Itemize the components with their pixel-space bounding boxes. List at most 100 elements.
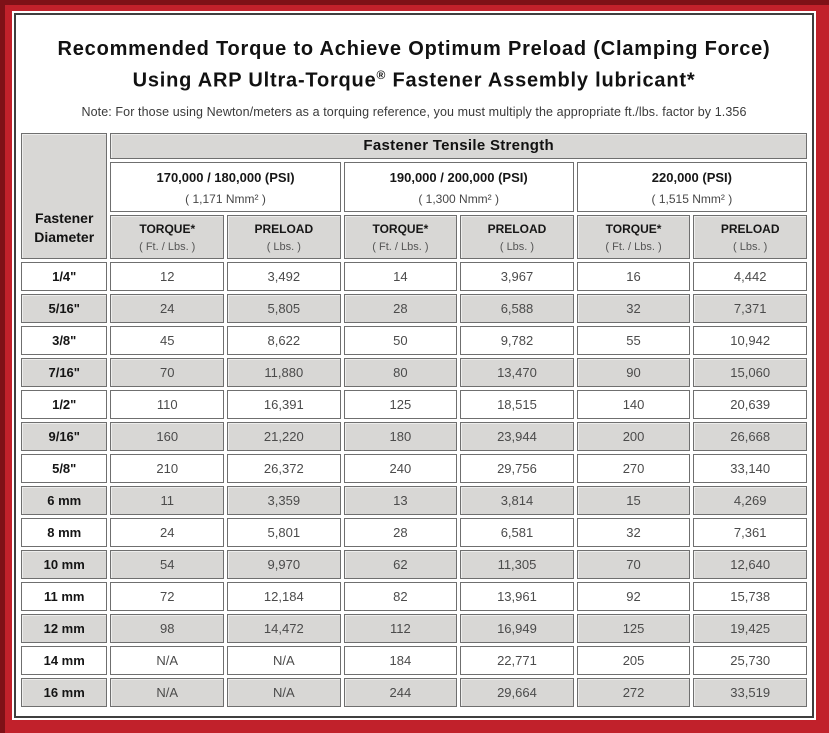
- value-cell: 70: [110, 357, 225, 387]
- torque-table-body: 1/4" 12 3,492 14 3,967 16 4,442 5/16" 24 5,805 28 6…: [21, 261, 807, 707]
- frame-bevel-top: [0, 0, 829, 5]
- torque-label: TORQUE*: [372, 221, 429, 236]
- value-cell: 12,184: [227, 581, 341, 611]
- diameter-cell: 5/16": [21, 293, 108, 323]
- torque-unit-label: ( Ft. / Lbs. ): [139, 240, 196, 253]
- value-cell: 240: [343, 453, 458, 483]
- value-cell: 32: [576, 293, 691, 323]
- preload-column-header: PRELOAD ( Lbs. ): [693, 214, 807, 259]
- value-cell: N/A: [110, 645, 225, 675]
- value-cell: 5,801: [227, 517, 341, 547]
- torque-label: TORQUE*: [139, 221, 196, 236]
- value-cell: N/A: [110, 677, 225, 707]
- table-row: 1/2" 110 16,391 125 18,515 140 20,639: [21, 389, 807, 419]
- value-cell: 4,269: [693, 485, 807, 515]
- value-cell: 13: [343, 485, 458, 515]
- tensile-strength-header: Fastener Tensile Strength: [110, 132, 807, 159]
- value-cell: 32: [576, 517, 691, 547]
- title-line2-prefix: Using ARP Ultra-Torque: [132, 69, 377, 92]
- diameter-cell: 14 mm: [21, 645, 108, 675]
- value-cell: 29,756: [460, 453, 574, 483]
- table-row: 8 mm 24 5,801 28 6,581 32 7,361: [21, 517, 807, 547]
- registered-trademark-mark: ®: [376, 68, 387, 82]
- value-cell: 33,519: [693, 677, 807, 707]
- value-cell: 92: [576, 581, 691, 611]
- value-cell: 33,140: [693, 453, 807, 483]
- psi-group-header-220: 220,000 (PSI) ( 1,515 Nmm² ): [576, 161, 807, 212]
- value-cell: 11: [110, 485, 225, 515]
- torque-unit-label: ( Ft. / Lbs. ): [372, 240, 429, 253]
- value-cell: 5,805: [227, 293, 341, 323]
- value-cell: 15,060: [693, 357, 807, 387]
- diameter-cell: 1/2": [21, 389, 108, 419]
- value-cell: 62: [343, 549, 458, 579]
- torque-column-header: TORQUE* ( Ft. / Lbs. ): [576, 214, 691, 259]
- value-cell: 11,305: [460, 549, 574, 579]
- diameter-cell: 3/8": [21, 325, 108, 355]
- value-cell: 14: [343, 261, 458, 291]
- value-cell: N/A: [227, 677, 341, 707]
- preload-unit-label: ( Lbs. ): [499, 240, 535, 253]
- diameter-cell: 12 mm: [21, 613, 108, 643]
- value-cell: 54: [110, 549, 225, 579]
- value-cell: 6,581: [460, 517, 574, 547]
- value-cell: 23,944: [460, 421, 574, 451]
- diameter-cell: 5/8": [21, 453, 108, 483]
- fastener-diameter-header-line1: Fastener: [35, 209, 94, 226]
- nmm-rating-label: ( 1,171 Nmm² ): [185, 192, 266, 207]
- value-cell: 3,492: [227, 261, 341, 291]
- value-cell: 244: [343, 677, 458, 707]
- diameter-cell: 1/4": [21, 261, 108, 291]
- page-title-line2: Using ARP Ultra-Torque® Fastener Assembl…: [16, 62, 812, 94]
- value-cell: 16,391: [227, 389, 341, 419]
- value-cell: 90: [576, 357, 691, 387]
- value-cell: N/A: [227, 645, 341, 675]
- value-cell: 10,942: [693, 325, 807, 355]
- value-cell: 16: [576, 261, 691, 291]
- table-row: 5/16" 24 5,805 28 6,588 32 7,371: [21, 293, 807, 323]
- diameter-cell: 16 mm: [21, 677, 108, 707]
- value-cell: 7,371: [693, 293, 807, 323]
- psi-rating-label: 170,000 / 180,000 (PSI): [156, 170, 295, 186]
- value-cell: 24: [110, 293, 225, 323]
- value-cell: 70: [576, 549, 691, 579]
- value-cell: 9,970: [227, 549, 341, 579]
- frame-bevel-left: [0, 0, 5, 733]
- value-cell: 4,442: [693, 261, 807, 291]
- value-cell: 15,738: [693, 581, 807, 611]
- header-row-psi: 170,000 / 180,000 (PSI) ( 1,171 Nmm² ) 1…: [21, 161, 807, 212]
- value-cell: 160: [110, 421, 225, 451]
- value-cell: 26,372: [227, 453, 341, 483]
- table-row: 7/16" 70 11,880 80 13,470 90 15,060: [21, 357, 807, 387]
- value-cell: 205: [576, 645, 691, 675]
- value-cell: 200: [576, 421, 691, 451]
- torque-column-header: TORQUE* ( Ft. / Lbs. ): [110, 214, 225, 259]
- preload-label: PRELOAD: [720, 221, 780, 236]
- value-cell: 55: [576, 325, 691, 355]
- table-row: 9/16" 160 21,220 180 23,944 200 26,668: [21, 421, 807, 451]
- value-cell: 72: [110, 581, 225, 611]
- preload-unit-label: ( Lbs. ): [266, 240, 301, 253]
- preload-label: PRELOAD: [254, 221, 314, 236]
- psi-group-header-170-180: 170,000 / 180,000 (PSI) ( 1,171 Nmm² ): [110, 161, 341, 212]
- value-cell: 45: [110, 325, 225, 355]
- table-row: 10 mm 54 9,970 62 11,305 70 12,640: [21, 549, 807, 579]
- diameter-cell: 11 mm: [21, 581, 108, 611]
- value-cell: 80: [343, 357, 458, 387]
- value-cell: 13,470: [460, 357, 574, 387]
- value-cell: 21,220: [227, 421, 341, 451]
- torque-label: TORQUE*: [605, 221, 662, 236]
- preload-column-header: PRELOAD ( Lbs. ): [227, 214, 341, 259]
- value-cell: 3,967: [460, 261, 574, 291]
- torque-table: Fastener Diameter Fastener Tensile Stren…: [18, 129, 810, 710]
- value-cell: 112: [343, 613, 458, 643]
- value-cell: 28: [343, 517, 458, 547]
- page-title: Recommended Torque to Achieve Optimum Pr…: [16, 15, 812, 94]
- diameter-cell: 10 mm: [21, 549, 108, 579]
- torque-unit-label: ( Ft. / Lbs. ): [605, 240, 662, 253]
- table-row: 14 mm N/A N/A 184 22,771 205 25,730: [21, 645, 807, 675]
- value-cell: 140: [576, 389, 691, 419]
- table-row: 16 mm N/A N/A 244 29,664 272 33,519: [21, 677, 807, 707]
- value-cell: 98: [110, 613, 225, 643]
- diameter-cell: 8 mm: [21, 517, 108, 547]
